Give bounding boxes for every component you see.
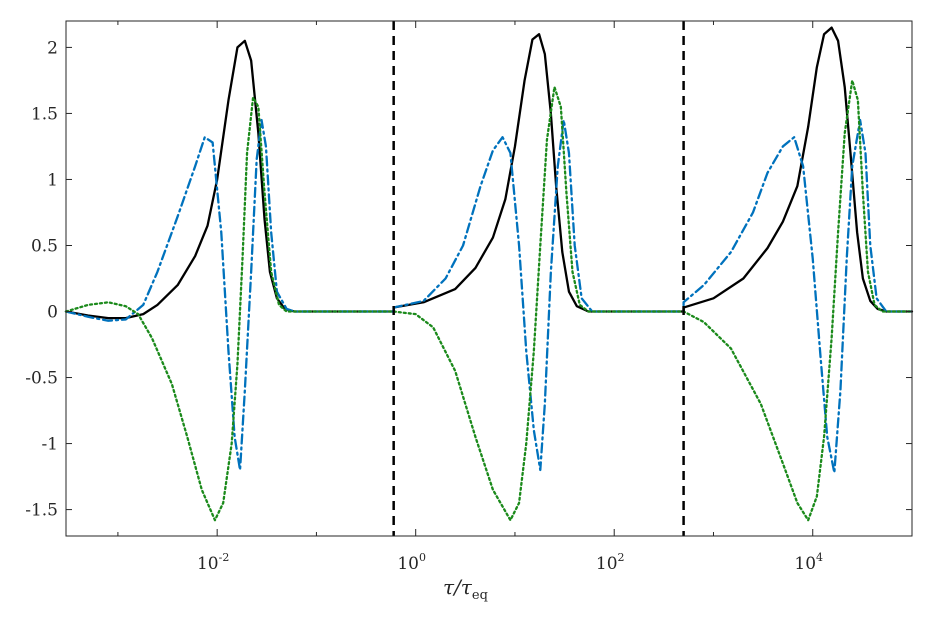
- y-tick-label: 0: [47, 303, 58, 323]
- y-tick-label: 0.5: [31, 236, 58, 256]
- series-layer: [64, 26, 914, 522]
- x-axis-title: τ/τeq: [443, 575, 488, 603]
- y-tick-label: 2: [47, 38, 58, 58]
- plot-background: [66, 21, 912, 536]
- y-tick-label: -0.5: [25, 369, 58, 389]
- x-axis-title-main: τ/τ: [443, 575, 473, 599]
- y-tick-label: -1: [41, 435, 58, 455]
- plot-frame: [65, 20, 913, 537]
- axis-ticks: [66, 21, 913, 536]
- x-tick-labels: 10-2 100 102 104: [197, 551, 823, 574]
- series-dotted-line: [64, 79, 914, 522]
- series-dashdot-line: [64, 118, 914, 474]
- x-tick-label: 100: [397, 551, 426, 574]
- y-tick-labels: 2 1.5 1 0.5 0 -0.5 -1 -1.5: [25, 38, 58, 520]
- x-tick-label: 10-2: [197, 551, 229, 574]
- y-tick-label: 1.5: [31, 104, 58, 124]
- series-solid-line: [64, 26, 914, 320]
- x-tick-label: 102: [596, 551, 625, 574]
- y-tick-label: -1.5: [25, 501, 58, 521]
- reference-lines: [392, 21, 685, 536]
- x-tick-label: 104: [794, 551, 823, 574]
- x-axis-title-subscript: eq: [472, 588, 488, 603]
- y-tick-label: 1: [47, 170, 58, 190]
